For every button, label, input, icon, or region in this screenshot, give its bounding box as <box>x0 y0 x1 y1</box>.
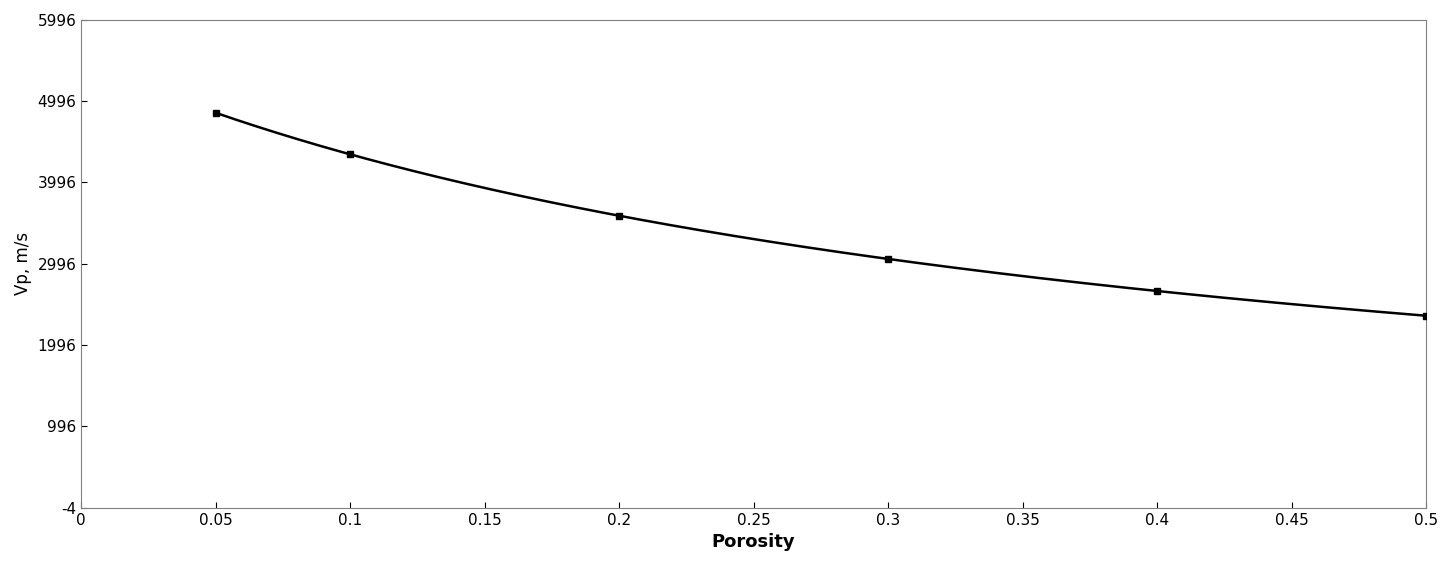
X-axis label: Porosity: Porosity <box>711 533 796 551</box>
Y-axis label: Vp, m/s: Vp, m/s <box>15 232 32 295</box>
